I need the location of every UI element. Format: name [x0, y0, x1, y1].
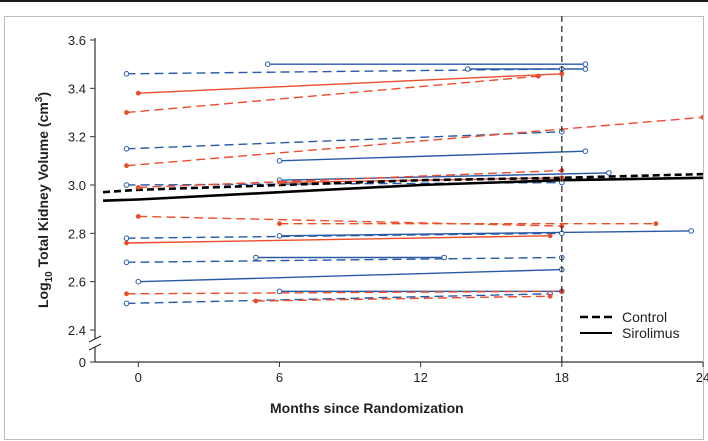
- patient-line-sirolimus-0: [126, 68, 562, 75]
- y-axis-break-mark-2: [88, 343, 102, 351]
- series-layer: [103, 63, 703, 305]
- patient-point-control: [135, 90, 141, 96]
- patient-line-control-16: [126, 116, 703, 167]
- patient-point-control: [124, 110, 129, 115]
- patient-point-sirolimus: [123, 146, 130, 152]
- patient-point-control: [277, 221, 282, 227]
- patient-line-sirolimus-7: [126, 232, 562, 239]
- patient-point-control: [653, 221, 659, 227]
- y-tick-label: 3.6: [68, 33, 86, 48]
- y-tick-label: 2.8: [68, 226, 86, 241]
- patient-point-control: [547, 233, 553, 239]
- y-tick-label: 2.4: [68, 323, 86, 338]
- patient-line-sirolimus-9: [126, 256, 562, 263]
- patient-line-sirolimus-4: [279, 150, 586, 162]
- patient-point-sirolimus: [123, 71, 130, 77]
- patient-point-sirolimus: [264, 61, 271, 67]
- x-tick-label: 18: [555, 370, 569, 385]
- patient-point-sirolimus: [606, 170, 612, 176]
- patient-point-control: [547, 293, 553, 299]
- x-tick-label: 6: [276, 370, 283, 385]
- patient-point-sirolimus: [276, 288, 283, 295]
- patient-point-control: [124, 163, 129, 169]
- mean-line-control: [103, 172, 703, 194]
- patient-line-control-19: [138, 215, 562, 227]
- patient-line-sirolimus-11: [138, 268, 562, 283]
- figure-border: [4, 16, 704, 440]
- patient-line-sirolimus-8: [279, 230, 692, 237]
- patient-point-sirolimus: [464, 66, 471, 72]
- x-axis-label: Months since Randomization: [270, 400, 464, 416]
- legend: Control Sirolimus: [580, 309, 680, 341]
- y-tick-label: 3.4: [68, 81, 86, 96]
- patient-point-sirolimus: [123, 235, 130, 241]
- patient-line-control-14: [126, 75, 539, 114]
- patient-line-control-22: [126, 290, 562, 295]
- patient-point-control: [135, 185, 141, 190]
- patient-point-control: [559, 71, 565, 77]
- patient-point-sirolimus: [123, 182, 130, 188]
- mean-line-sirolimus: [103, 176, 703, 202]
- patient-point-sirolimus: [253, 254, 259, 261]
- patient-line-control-21: [126, 235, 551, 244]
- y-axis-label: Log10 Total Kidney Volume (cm3): [34, 92, 55, 308]
- patient-line-control-15: [138, 73, 562, 94]
- patient-point-control: [135, 214, 141, 219]
- patient-point-sirolimus: [135, 278, 142, 285]
- patient-point-sirolimus: [688, 228, 695, 234]
- axes-layer: 2.4 2.6 2.8 3.0 3.2 3.4 3.6 0 0 6 12 18 24: [68, 33, 708, 385]
- y-axis-break-mark-1: [88, 335, 102, 343]
- patient-point-control: [700, 114, 703, 120]
- patient-point-sirolimus: [123, 259, 130, 266]
- patient-point-sirolimus: [441, 254, 448, 261]
- patient-point-sirolimus: [276, 233, 283, 239]
- patient-point-control: [124, 291, 129, 297]
- x-tick-label: 0: [135, 370, 142, 385]
- points-layer: [123, 61, 703, 307]
- patient-point-control: [535, 73, 541, 79]
- patient-point-sirolimus: [582, 66, 589, 72]
- patient-point-sirolimus: [276, 158, 283, 164]
- patient-line-control-23: [255, 295, 551, 302]
- legend-sirolimus-label: Sirolimus: [622, 325, 680, 341]
- patient-line-sirolimus-13: [126, 293, 551, 305]
- x-tick-label: 12: [413, 370, 427, 385]
- patient-line-control-17: [138, 169, 562, 189]
- patient-line-sirolimus-3: [126, 131, 562, 150]
- patient-point-sirolimus: [582, 61, 589, 67]
- patient-point-control: [253, 298, 259, 304]
- x-tick-label: 24: [696, 370, 708, 385]
- y-tick-label: 3.2: [68, 130, 86, 145]
- legend-control-label: Control: [622, 309, 667, 325]
- patient-point-control: [124, 240, 129, 246]
- y-tick-label-zero: 0: [79, 355, 86, 370]
- y-tick-label: 3.0: [68, 178, 86, 193]
- y-tick-label: 2.6: [68, 275, 86, 290]
- patient-point-control: [277, 180, 282, 186]
- patient-point-sirolimus: [582, 148, 589, 154]
- patient-point-sirolimus: [123, 300, 130, 307]
